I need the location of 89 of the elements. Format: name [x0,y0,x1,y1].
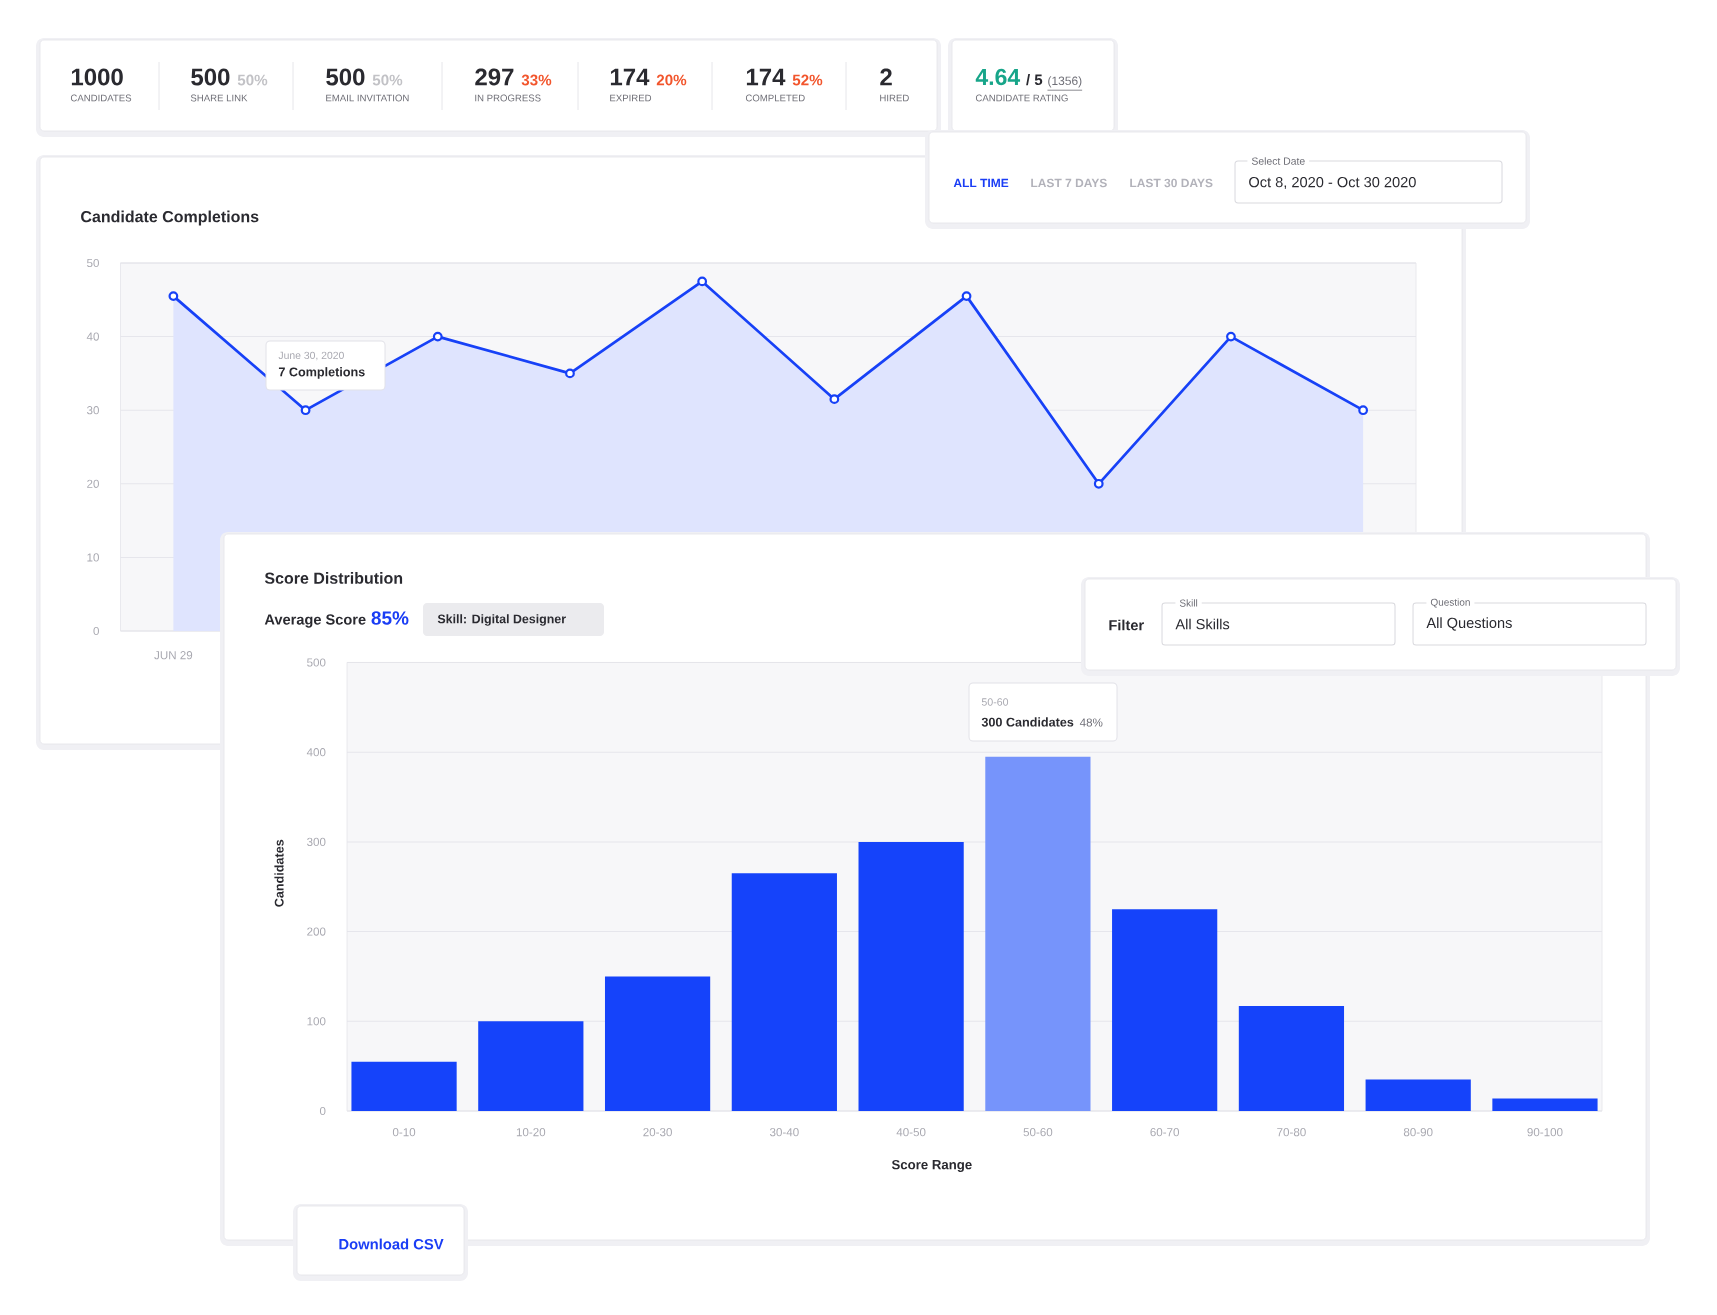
text: CANDIDATE RATING [975,94,1068,102]
x-tick-label: JUN 29 [154,651,193,660]
annotation: 300 Candidates [981,717,1074,727]
text: Oct 8, 2020 - Oct 30 2020 [1249,176,1416,190]
bar [858,841,964,1111]
text: 50% [372,74,403,86]
annotation: June 30, 2020 [278,351,344,361]
bar [604,976,711,1111]
text: 4.64 [975,68,1021,86]
y-tick-label: 10 [87,553,99,562]
text: ALL TIME [953,178,1009,188]
annotation: 50-60 [981,698,1009,706]
text: 1000 [71,68,123,86]
bar [1238,1006,1345,1111]
y-tick-label: 40 [86,332,99,341]
annotation: 7 Completions [278,367,365,379]
y-tick-label: 200 [307,927,326,936]
annotation: Skill: Digital Designer [437,614,566,626]
y-tick-label: 20 [87,479,99,488]
text: CANDIDATES [70,94,132,102]
bar [1492,1098,1598,1111]
text: Download CSV [339,1238,444,1250]
text: EXPIRED [610,94,652,102]
text: Select Date [1251,157,1305,165]
point [565,368,575,379]
annotation: 85% [371,611,409,625]
annotation: Average Score [264,614,366,628]
text: Filter [1109,619,1144,631]
text: COMPLETED [745,94,805,102]
text: 297 [475,68,514,86]
text: 33% [521,74,552,86]
annotation: All Skills [1175,618,1230,630]
x-tick-label: 30-40 [769,1128,799,1137]
y-tick-label: 300 [307,837,326,847]
point [168,291,179,302]
x-tick-label: 10-20 [516,1128,546,1137]
y-axis-title: Candidates [274,839,284,907]
point [1358,405,1369,416]
x-tick-label: 70-80 [1277,1128,1306,1137]
bar [731,873,837,1111]
point [432,331,443,342]
bar [1112,909,1218,1111]
point [300,405,311,416]
x-tick-label: 40-50 [896,1128,926,1137]
point [1226,331,1236,342]
annotation: 48% [1079,718,1103,727]
text: 50% [237,74,268,86]
x-tick-label: 80-90 [1403,1128,1433,1137]
y-tick-label: 50 [87,258,99,268]
text: (1356) [1048,76,1082,88]
y-tick-label: 0 [319,1106,326,1116]
y-tick-label: 100 [307,1017,326,1026]
bar [351,1061,457,1111]
text: 500 [326,68,365,86]
bar [985,756,1091,1111]
x-tick-label: 20-30 [643,1128,672,1137]
point [961,291,972,302]
text: LAST 7 DAYS [1031,178,1107,188]
chart-title: Score Distribution [264,572,403,584]
x-tick-label: 90-100 [1527,1128,1563,1137]
text: 500 [191,68,230,86]
annotation: Skill [1179,599,1198,607]
y-tick-label: 400 [306,748,326,757]
point [697,276,708,287]
text: 174 [610,68,650,86]
y-tick-label: 0 [93,626,99,636]
bar [478,1021,584,1111]
bar [1365,1079,1471,1111]
text: 2 [880,68,892,86]
text: / 5 [1026,74,1043,86]
text: 20% [656,74,687,86]
point [1093,478,1104,489]
text: LAST 30 DAYS [1130,178,1213,188]
point [829,394,840,405]
text: All Questions [1426,617,1512,631]
text: SHARE LINK [190,94,248,102]
text: HIRED [880,94,909,102]
text: Question [1430,598,1470,608]
x-axis-title: Score Range [891,1159,972,1172]
x-tick-label: 50-60 [1023,1128,1053,1137]
x-tick-label: 0-10 [392,1128,416,1137]
text: 174 [746,68,786,86]
text: EMAIL INVITATION [326,94,409,102]
y-tick-label: 500 [307,658,326,667]
text: IN PROGRESS [475,94,541,102]
text: 52% [792,74,823,86]
x-tick-label: 60-70 [1150,1128,1180,1137]
y-tick-label: 30 [86,406,99,415]
chart-title: Candidate Completions [81,210,259,226]
